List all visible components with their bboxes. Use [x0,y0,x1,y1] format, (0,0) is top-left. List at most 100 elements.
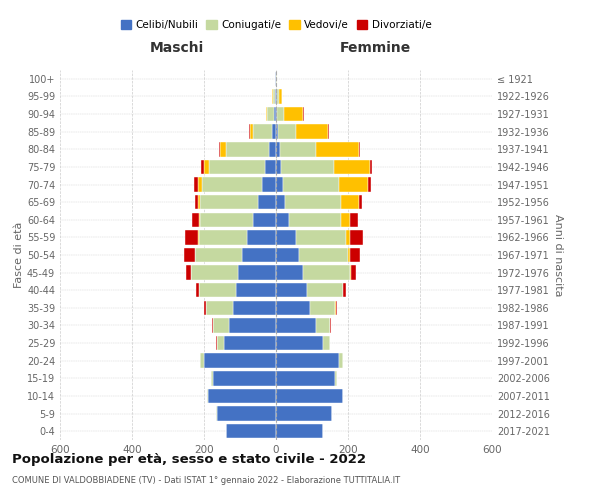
Bar [307,283,343,298]
Bar [276,107,277,122]
Bar [276,318,316,332]
Bar [207,388,208,403]
Bar [310,300,335,315]
Bar [277,89,278,104]
Bar [277,107,284,122]
Bar [303,266,350,280]
Bar [276,124,278,139]
Bar [284,107,304,122]
Bar [343,283,346,298]
Bar [211,371,213,386]
Bar [253,124,272,139]
Bar [276,388,343,403]
Bar [370,160,373,174]
Bar [276,300,310,315]
Bar [368,178,371,192]
Bar [285,195,341,210]
Bar [265,160,276,174]
Bar [316,318,330,332]
Bar [242,248,276,262]
Bar [199,230,247,244]
Bar [339,178,368,192]
Bar [229,318,276,332]
Bar [276,371,335,386]
Bar [276,195,285,210]
Bar [283,178,339,192]
Bar [201,160,204,174]
Bar [238,266,276,280]
Bar [276,283,307,298]
Text: Femmine: Femmine [340,41,411,55]
Bar [197,195,200,210]
Bar [276,336,323,350]
Bar [276,248,299,262]
Bar [359,195,362,210]
Bar [185,230,198,244]
Bar [275,89,276,104]
Bar [276,406,332,421]
Bar [330,318,331,332]
Bar [226,142,269,156]
Bar [276,230,296,244]
Bar [323,336,330,350]
Bar [217,406,276,421]
Bar [276,212,289,227]
Bar [233,300,276,315]
Bar [316,142,359,156]
Bar [209,160,265,174]
Bar [346,230,350,244]
Bar [213,371,276,386]
Text: Popolazione per età, sesso e stato civile - 2022: Popolazione per età, sesso e stato civil… [12,452,366,466]
Bar [269,142,276,156]
Text: Maschi: Maschi [149,41,204,55]
Bar [276,160,281,174]
Bar [226,424,276,438]
Bar [219,142,220,156]
Bar [198,230,199,244]
Bar [280,142,316,156]
Bar [278,124,296,139]
Bar [266,107,267,122]
Bar [276,178,283,192]
Bar [199,283,236,298]
Bar [204,300,206,315]
Bar [281,160,334,174]
Bar [267,107,274,122]
Bar [299,248,348,262]
Bar [258,195,276,210]
Bar [350,212,358,227]
Bar [206,300,233,315]
Bar [275,72,276,86]
Y-axis label: Anni di nascita: Anni di nascita [553,214,563,296]
Bar [194,195,197,210]
Bar [196,283,199,298]
Bar [247,230,276,244]
Bar [350,230,364,244]
Bar [253,212,276,227]
Bar [334,160,370,174]
Bar [204,160,209,174]
Bar [224,336,276,350]
Bar [184,248,194,262]
Bar [348,248,350,262]
Bar [276,142,280,156]
Bar [186,266,191,280]
Bar [350,266,351,280]
Bar [220,142,226,156]
Bar [276,424,323,438]
Bar [204,354,276,368]
Bar [199,212,200,227]
Bar [195,248,242,262]
Bar [341,195,359,210]
Bar [351,266,356,280]
Bar [272,124,276,139]
Bar [276,354,339,368]
Bar [296,124,328,139]
Bar [194,178,198,192]
Bar [213,318,229,332]
Bar [359,142,360,156]
Bar [273,89,275,104]
Bar [328,124,329,139]
Bar [236,283,276,298]
Bar [217,336,224,350]
